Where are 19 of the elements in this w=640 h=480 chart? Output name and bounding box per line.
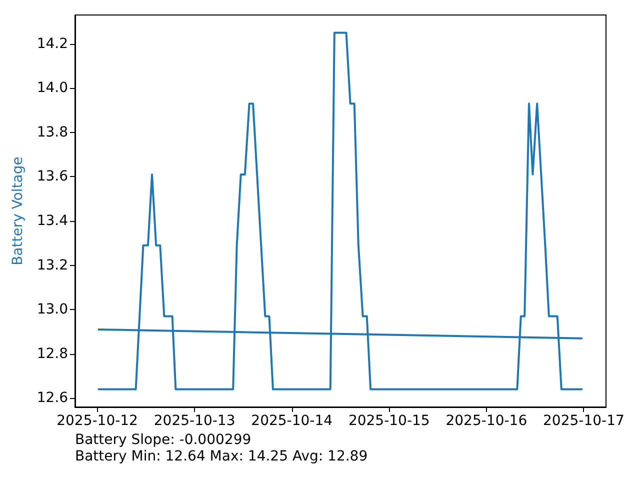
line-series — [98, 32, 583, 390]
x-tick-label: 2025-10-14 — [251, 413, 333, 429]
x-tick-label: 2025-10-16 — [446, 413, 528, 429]
text: Battery Slope: -0.000299 — [75, 432, 252, 448]
x-tick-label: 2025-10-13 — [154, 413, 236, 429]
y-tick-label: 12.8 — [36, 346, 68, 362]
y-tick-label: 13.2 — [36, 257, 68, 274]
y-tick-label: 14.0 — [36, 80, 68, 96]
y-tick-label: 13.6 — [36, 168, 68, 185]
text: Battery Min: 12.64 Max: 14.25 Avg: 12.89 — [75, 448, 368, 464]
y-tick-label: 14.2 — [36, 36, 68, 52]
y-tick-label: 13.0 — [36, 302, 68, 318]
y-tick-label: 13.8 — [36, 124, 68, 140]
y-tick-label: 12.6 — [36, 390, 68, 406]
x-tick-label: 2025-10-15 — [348, 413, 430, 429]
x-tick-label: 2025-10-17 — [543, 413, 624, 429]
y-axis-title: Battery Voltage — [10, 156, 26, 266]
x-tick-label: 2025-10-12 — [56, 413, 138, 429]
y-tick-label: 13.4 — [36, 212, 68, 229]
